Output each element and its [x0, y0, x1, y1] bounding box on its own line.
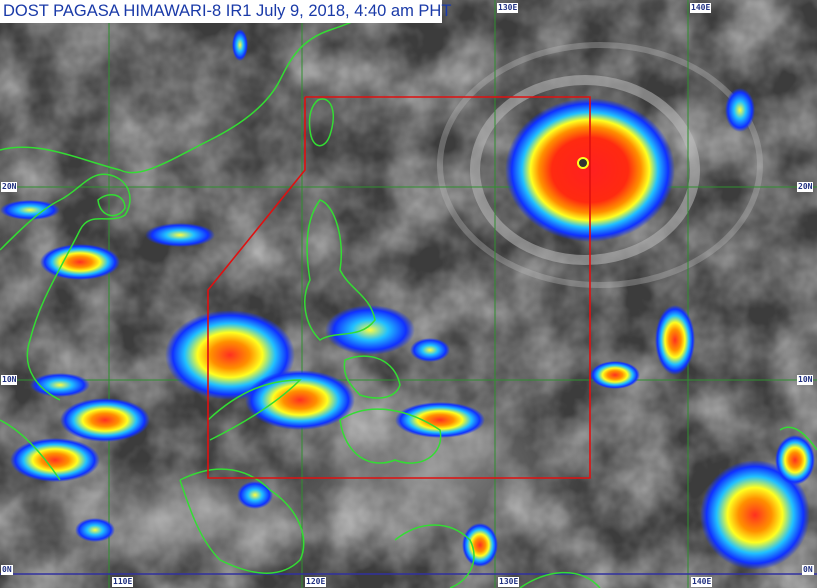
lon-label-140e-bottom: 140E	[691, 577, 713, 587]
philippine-area-of-responsibility	[207, 96, 591, 479]
lon-label-120e-bottom: 120E	[305, 577, 327, 587]
typhoon-eye	[577, 157, 589, 169]
lat-label-20n-right: 20N	[797, 182, 814, 192]
lat-label-0n-right: 0N	[802, 565, 814, 575]
convective-clouds	[0, 29, 815, 570]
lat-label-0n-left: 0N	[1, 565, 13, 575]
lat-label-10n-right: 10N	[797, 375, 814, 385]
lon-label-130e-bottom: 130E	[498, 577, 520, 587]
image-title: DOST PAGASA HIMAWARI-8 IR1 July 9, 2018,…	[0, 0, 451, 23]
lon-label-130e: 130E	[497, 3, 519, 13]
lon-label-140e: 140E	[690, 3, 712, 13]
lon-label-110e-bottom: 110E	[112, 577, 134, 587]
lat-label-20n-left: 20N	[1, 182, 18, 192]
lat-label-10n-left: 10N	[1, 375, 18, 385]
typhoon-spiral-bands	[437, 42, 763, 288]
